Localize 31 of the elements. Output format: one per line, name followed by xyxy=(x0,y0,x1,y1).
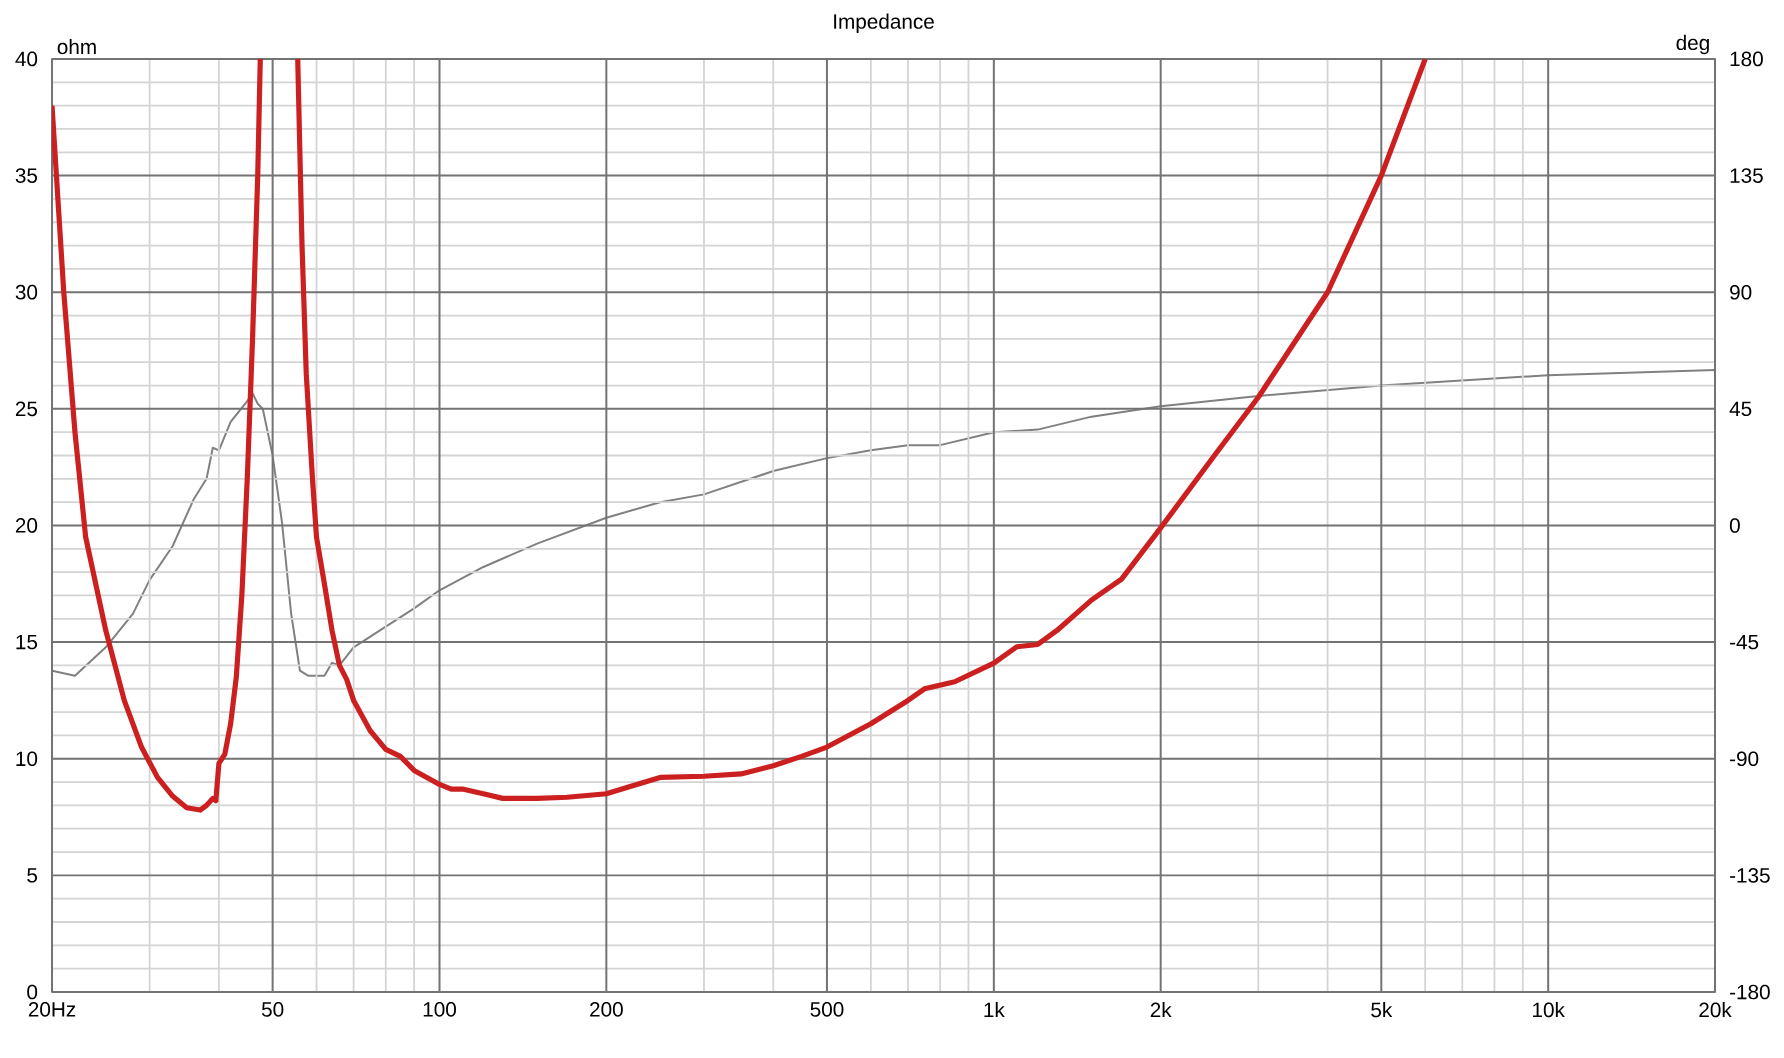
y-axis-title: ohm xyxy=(57,38,96,55)
y-tick-label: 20 xyxy=(15,518,38,533)
y-tick-label: 35 xyxy=(15,168,38,183)
y2-tick-label: 0 xyxy=(1729,518,1740,533)
y2-tick-label: -180 xyxy=(1730,984,1770,1000)
y2-tick-label: 180 xyxy=(1730,51,1763,67)
x-tick-label: 200 xyxy=(590,1002,623,1017)
x-tick-label: 500 xyxy=(810,1002,844,1017)
y2-tick-label: -135 xyxy=(1730,868,1770,883)
y-tick-label: 10 xyxy=(16,751,38,767)
y2-axis-title: deg xyxy=(1676,34,1709,55)
y-tick-label: 40 xyxy=(15,51,38,67)
y-tick-label: 5 xyxy=(27,868,38,883)
y2-tick-label: -45 xyxy=(1730,634,1759,650)
x-tick-label: 20k xyxy=(1699,1002,1732,1018)
y2-tick-label: -90 xyxy=(1730,751,1759,767)
x-tick-label: 50 xyxy=(261,1002,284,1017)
x-tick-label: 10k xyxy=(1533,1002,1565,1018)
x-tick-label: 2k xyxy=(1150,1002,1172,1018)
y2-tick-label: 90 xyxy=(1730,284,1752,300)
x-tick-label: 20Hz xyxy=(28,1002,76,1017)
y-tick-label: 15 xyxy=(16,634,38,650)
y2-tick-label: 135 xyxy=(1730,168,1763,183)
y2-tick-label: 45 xyxy=(1729,401,1752,417)
chart-title: Impedance xyxy=(834,13,934,33)
x-tick-label: 5k xyxy=(1371,1002,1393,1018)
x-tick-label: 1k xyxy=(984,1002,1005,1018)
x-tick-label: 100 xyxy=(423,1002,457,1017)
y-tick-label: 25 xyxy=(15,401,38,417)
y-tick-label: 30 xyxy=(15,284,38,300)
y-tick-label: 0 xyxy=(27,984,38,1000)
